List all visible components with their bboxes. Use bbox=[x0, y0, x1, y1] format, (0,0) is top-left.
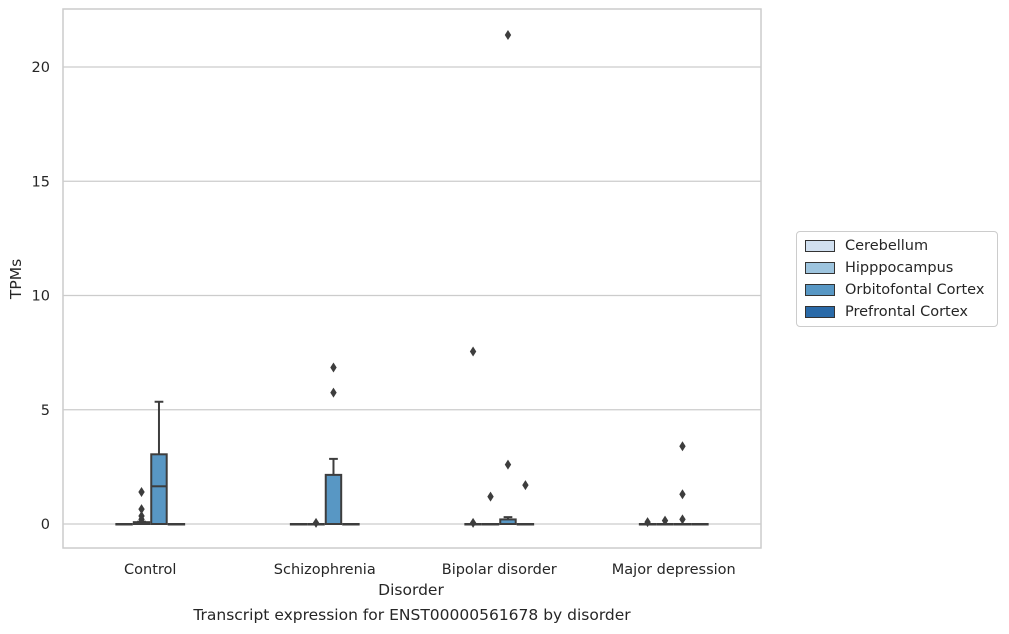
y-axis-label: TPMs bbox=[7, 259, 25, 300]
outlier-point bbox=[138, 504, 145, 515]
outlier-point bbox=[330, 387, 337, 398]
outlier-point bbox=[138, 487, 145, 498]
box-1-0 bbox=[289, 523, 308, 526]
plot-frame bbox=[62, 8, 762, 549]
legend-item-hippocampus: Hipppocampus bbox=[805, 259, 953, 277]
box-2-2 bbox=[499, 30, 517, 525]
legend-swatch-cerebellum bbox=[805, 240, 835, 252]
y-tick-label: 10 bbox=[32, 289, 50, 305]
legend-label: Cerebellum bbox=[845, 238, 929, 254]
outlier-point bbox=[661, 515, 669, 526]
box-body bbox=[324, 473, 343, 525]
outlier-point bbox=[679, 514, 686, 525]
outlier-point bbox=[504, 459, 512, 470]
x-tick-label: Schizophrenia bbox=[274, 562, 376, 578]
box-1-1 bbox=[307, 517, 325, 528]
legend: Cerebellum Hipppocampus Orbitofontal Cor… bbox=[796, 231, 998, 327]
legend-label: Prefrontal Cortex bbox=[845, 304, 968, 320]
outlier-point bbox=[487, 491, 494, 502]
box-marks bbox=[115, 30, 709, 528]
outlier-point bbox=[138, 511, 145, 522]
outlier-point bbox=[679, 489, 686, 500]
box-1-2 bbox=[324, 362, 343, 525]
axis-labels: Disorder TPMs 0 5 10 15 20 Control Schizophren… bbox=[7, 60, 736, 599]
box-1-3 bbox=[342, 523, 360, 526]
box-0-0 bbox=[115, 523, 133, 526]
y-tick-label: 15 bbox=[32, 174, 50, 190]
box-3-2 bbox=[673, 441, 692, 526]
axes bbox=[62, 8, 762, 549]
outlier-point bbox=[469, 346, 477, 357]
box-2-3 bbox=[516, 480, 535, 526]
outlier-point bbox=[679, 441, 686, 452]
legend-label: Orbitofontal Cortex bbox=[845, 282, 985, 298]
y-tick-label: 20 bbox=[32, 60, 50, 76]
box-0-2 bbox=[150, 400, 168, 525]
outlier-point bbox=[644, 517, 651, 528]
legend-swatch-prefrontal-cortex bbox=[805, 306, 835, 318]
x-axis-label: Disorder bbox=[378, 581, 444, 599]
outlier-point bbox=[330, 362, 337, 373]
legend-label: Hipppocampus bbox=[845, 260, 954, 276]
chart-caption: Transcript expression for ENST0000056167… bbox=[193, 606, 631, 624]
y-tick-label: 0 bbox=[41, 517, 50, 533]
box-body bbox=[150, 453, 168, 525]
outlier-point bbox=[522, 480, 529, 491]
box-3-3 bbox=[691, 523, 709, 526]
legend-swatch-hippocampus bbox=[805, 262, 835, 274]
x-tick-label: Bipolar disorder bbox=[442, 562, 557, 578]
x-tick-label: Control bbox=[124, 562, 176, 578]
outlier-point bbox=[504, 30, 512, 41]
box-0-3 bbox=[167, 523, 186, 526]
y-tick-label: 5 bbox=[41, 403, 50, 419]
box-0-1 bbox=[132, 487, 151, 525]
legend-item-prefrontal-cortex: Prefrontal Cortex bbox=[805, 303, 968, 321]
legend-swatch-orbitofrontal-cortex bbox=[805, 284, 835, 296]
legend-item-cerebellum: Cerebellum bbox=[805, 237, 928, 255]
outlier-point bbox=[469, 517, 477, 528]
box-3-0 bbox=[638, 517, 657, 528]
box-2-1 bbox=[481, 491, 500, 526]
legend-item-orbitofrontal-cortex: Orbitofontal Cortex bbox=[805, 281, 984, 299]
x-tick-label: Major depression bbox=[612, 562, 736, 578]
box-2-0 bbox=[464, 346, 482, 528]
box-3-1 bbox=[656, 515, 674, 526]
outlier-point bbox=[312, 517, 320, 528]
